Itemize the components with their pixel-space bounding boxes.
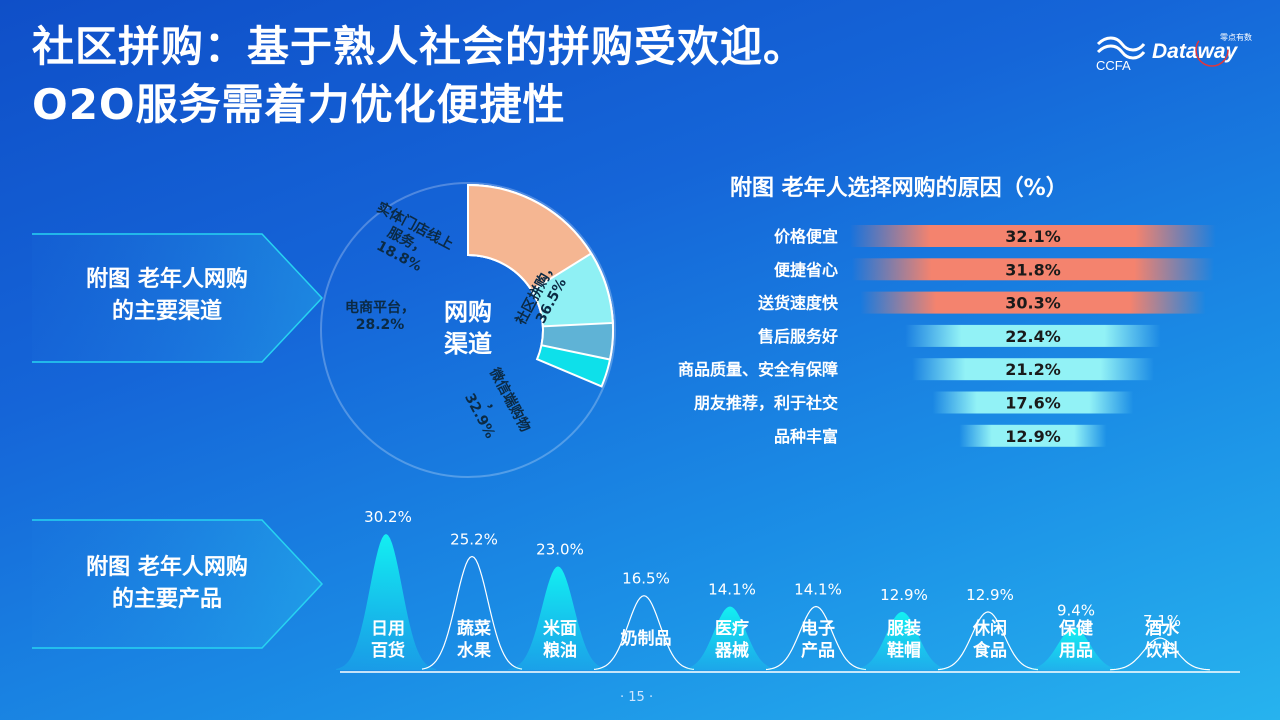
product-curve [1109,637,1211,671]
product-curve [508,566,608,670]
donut-slice-label-1: 微信端购物，32.9% [461,364,534,441]
reason-bar [959,424,1107,447]
panel-label-products: 附图 老年人网购 的主要产品 [52,552,282,616]
panel-label-channels: 附图 老年人网购 的主要渠道 [52,264,282,328]
reason-value-label: 21.2% [1005,360,1061,379]
ccfa-logo-icon [1096,36,1146,60]
reason-value-label: 32.1% [1005,227,1061,246]
product-value-label: 23.0% [536,540,584,558]
product-category-label: 休闲 [972,618,1007,639]
product-value-label: 9.4% [1057,602,1095,620]
reason-bar [860,291,1206,314]
reason-value-label: 22.4% [1005,327,1061,346]
product-category-label: 服装 [887,618,921,639]
product-value-label: 14.1% [794,581,842,599]
product-category-label: 鞋帽 [887,640,921,661]
dataway-logo-text: Dataway [1152,40,1239,63]
product-curve [593,595,695,670]
donut-slice-text: 28.2% [356,317,405,333]
product-category-label: 医疗 [715,618,749,639]
reason-bar [851,258,1215,281]
donut-slice-text: 电商平台， [345,299,415,316]
reason-value-label: 31.8% [1005,260,1061,279]
reason-value-label: 17.6% [1005,394,1061,413]
reason-value-label: 30.3% [1005,294,1061,313]
reason-bar [850,225,1216,247]
reason-bar [905,324,1161,347]
product-curve [680,606,780,670]
reason-category-label: 朋友推荐，利于社交 [694,394,838,413]
donut-center-label: 网购渠道 [444,298,492,358]
product-category-label: 酒水 [1145,618,1180,639]
product-curve [1024,627,1124,670]
page-number: · 15 · [620,690,654,705]
panel-frame-channels [32,233,324,363]
product-category-label: 粮油 [543,640,577,661]
product-category-label: 蔬菜 [457,619,492,639]
product-curve [421,555,523,670]
donut-slice-label-2: 电商平台，28.2% [345,299,415,333]
channels-donut-chart: 社区拼购，36.5%微信端购物，32.9%电商平台，28.2%实体门店线上服务，… [320,182,616,478]
page-title: 社区拼购：基于熟人社会的拼购受欢迎。 O2O服务需着力优化便捷性 [32,18,806,134]
brand-logo: CCFA Dataway 零点有数 [1096,32,1252,72]
product-curve [937,611,1039,671]
product-value-label: 25.2% [450,531,498,549]
title-line-2: O2O服务需着力优化便捷性 [32,80,566,129]
product-category-label: 饮料 [1144,640,1179,661]
product-curve [852,611,952,670]
reason-category-label: 品种丰富 [774,427,838,446]
product-category-label: 电子 [801,618,835,639]
product-category-label: 器械 [714,640,749,661]
panel-label-products-line2: 的主要产品 [111,587,222,612]
product-curve [336,534,436,670]
product-curve [765,605,867,671]
reason-bar [912,358,1154,381]
reason-category-label: 便捷省心 [774,260,838,279]
panel-label-products-line1: 附图 老年人网购 [86,555,248,580]
panel-frame-products [32,519,324,649]
product-category-label: 保健 [1058,618,1093,639]
reason-category-label: 商品质量、安全有保障 [678,360,838,379]
product-category-label: 百货 [371,640,405,661]
reason-category-label: 送货速度快 [757,294,839,313]
reason-bar [932,391,1134,414]
reason-category-label: 价格便宜 [774,227,838,246]
donut-slice-text: ， [484,398,505,418]
product-category-label: 产品 [801,640,835,661]
reason-value-label: 12.9% [1005,427,1061,446]
donut-slice-3 [467,183,593,292]
product-category-label: 奶制品 [621,628,672,649]
product-category-label: 水果 [457,640,491,661]
product-category-label: 食品 [973,640,1007,661]
product-category-label: 用品 [1059,641,1093,661]
product-value-label: 30.2% [364,508,412,526]
product-value-label: 12.9% [966,586,1014,604]
product-value-label: 14.1% [708,581,756,599]
reasons-chart-title: 附图 老年人选择网购的原因（%） [730,176,1068,201]
ccfa-logo-text: CCFA [1096,58,1131,72]
product-value-label: 16.5% [622,570,670,588]
panel-label-channels-line2: 的主要渠道 [111,299,222,324]
product-category-label: 日用 [371,619,405,639]
dataway-ring-icon [1195,33,1229,67]
dataway-tagline: 零点有数 [1220,32,1252,42]
panel-label-channels-line1: 附图 老年人网购 [86,267,248,292]
title-line-1: 社区拼购：基于熟人社会的拼购受欢迎。 [32,22,807,71]
product-value-label: 12.9% [880,586,928,604]
product-category-label: 米面 [543,618,577,639]
reason-category-label: 售后服务好 [758,327,838,346]
product-value-label: 7.1% [1143,612,1181,630]
